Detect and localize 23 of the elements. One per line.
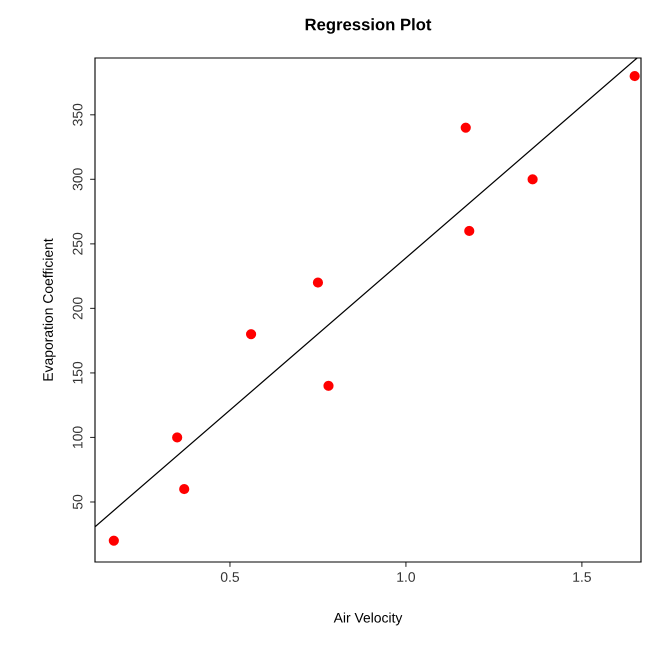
point [312,277,324,288]
y-tick-label: 350 [72,104,83,126]
point [464,226,474,236]
y-axis-title: Evaporation Coefficient [42,238,56,381]
point [246,329,256,340]
point [460,122,471,133]
y-tick-label: 100 [72,426,83,448]
point [528,174,538,184]
y-tick-label: 200 [72,297,83,320]
point [179,484,190,494]
x-axis-title: Air Velocity [334,612,402,626]
point [630,70,640,82]
x-tick-label: 0.5 [220,572,240,582]
point [172,432,182,443]
point [108,536,119,546]
y-tick-label: 150 [72,362,83,384]
y-tick-label: 300 [72,168,83,190]
point [323,380,334,391]
y-tick-label: 250 [72,232,83,255]
x-tick-label: 1.5 [573,572,591,582]
y-tick-label: 50 [72,494,83,510]
x-tick-label: 1.0 [397,572,416,582]
chart-title: Regression Plot [306,18,432,34]
